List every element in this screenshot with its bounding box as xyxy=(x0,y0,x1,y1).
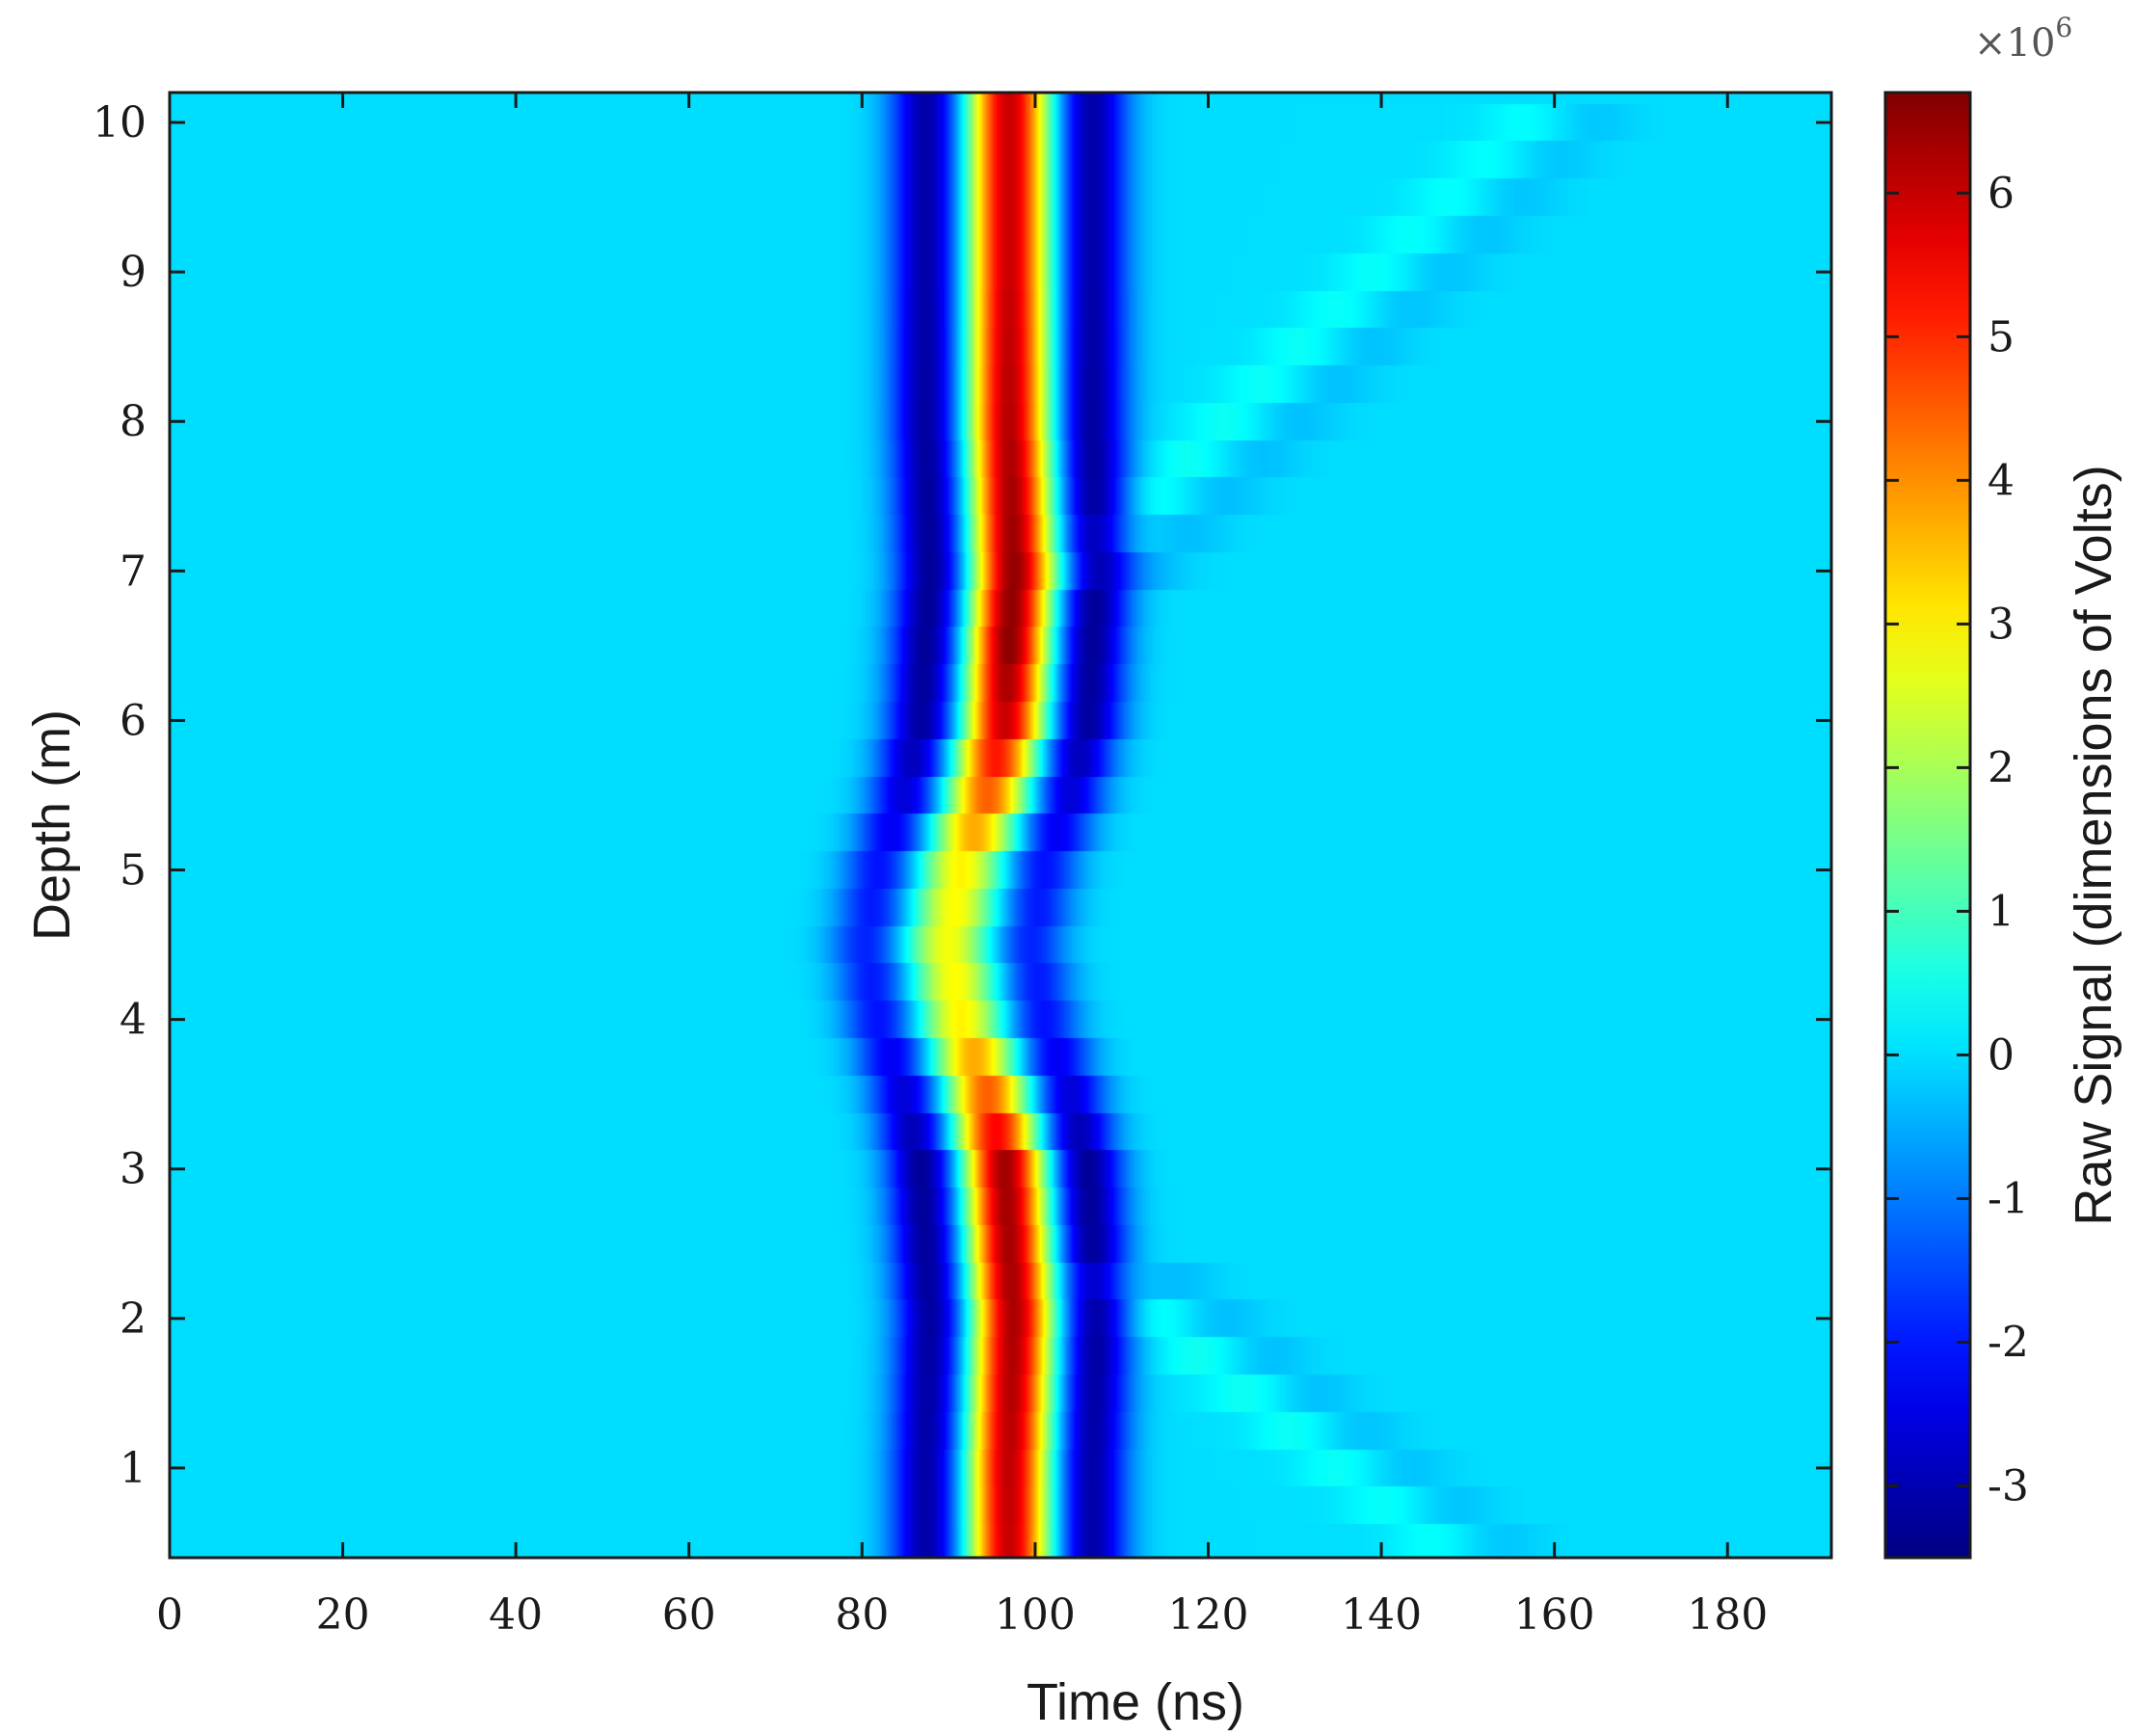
x-tick-label: 180 xyxy=(1687,1590,1768,1640)
colorbar xyxy=(1883,91,1972,1560)
colorbar-exponent-base: ×10 xyxy=(1974,21,2055,66)
x-tick-label: 40 xyxy=(489,1590,543,1640)
colorbar-exponent-power: 6 xyxy=(2055,12,2072,43)
colorbar-tick-label: 1 xyxy=(1988,887,2015,936)
y-tick-label: 2 xyxy=(120,1295,147,1344)
colorbar-tick-label: 2 xyxy=(1988,743,2015,792)
colorbar-exponent: ×106 xyxy=(1974,12,2072,66)
y-tick-label: 10 xyxy=(93,98,147,147)
y-axis-label: Depth (m) xyxy=(23,709,81,941)
y-tick-label: 5 xyxy=(120,846,147,895)
y-tick-label: 3 xyxy=(120,1145,147,1194)
x-axis-ticks: 0 20 40 60 80 100 120 140 160 180 xyxy=(156,93,1768,1640)
x-tick-label: 80 xyxy=(835,1590,889,1640)
x-tick-label: 0 xyxy=(156,1590,183,1640)
x-tick-label: 140 xyxy=(1341,1590,1422,1640)
x-tick-label: 60 xyxy=(662,1590,716,1640)
y-tick-label: 8 xyxy=(120,397,147,446)
y-tick-label: 4 xyxy=(120,996,147,1045)
y-tick-label: 7 xyxy=(120,547,147,596)
colorbar-tick-label: 3 xyxy=(1988,600,2015,649)
heatmap-container xyxy=(170,93,1831,1558)
colorbar-tick-label: 0 xyxy=(1988,1030,2015,1080)
x-tick-label: 120 xyxy=(1168,1590,1249,1640)
colorbar-tick-label: 4 xyxy=(1988,456,2015,505)
x-tick-label: 160 xyxy=(1514,1590,1595,1640)
x-axis-label: Time (ns) xyxy=(1027,1673,1244,1731)
x-tick-label: 20 xyxy=(316,1590,370,1640)
colorbar-label: Raw Signal (dimensions of Volts) xyxy=(2065,465,2122,1225)
colorbar-tick-label: 5 xyxy=(1988,312,2015,361)
colorbar-tick-label: -3 xyxy=(1988,1461,2029,1510)
plot-frame xyxy=(168,91,1833,1560)
colorbar-ticks: -3 -2 -1 0 1 2 3 4 5 6 xyxy=(1885,169,2029,1510)
y-tick-label: 9 xyxy=(120,248,147,297)
y-tick-label: 6 xyxy=(120,696,147,745)
colorbar-tick-label: 6 xyxy=(1988,169,2015,218)
colorbar-tick-label: -2 xyxy=(1988,1318,2029,1367)
heatmap-canvas xyxy=(170,93,1831,1558)
x-tick-label: 100 xyxy=(995,1590,1076,1640)
colorbar-tick-label: -1 xyxy=(1988,1174,2029,1223)
y-axis-ticks: 1 2 3 4 5 6 7 8 9 10 xyxy=(93,98,1831,1493)
y-tick-label: 1 xyxy=(120,1444,147,1493)
